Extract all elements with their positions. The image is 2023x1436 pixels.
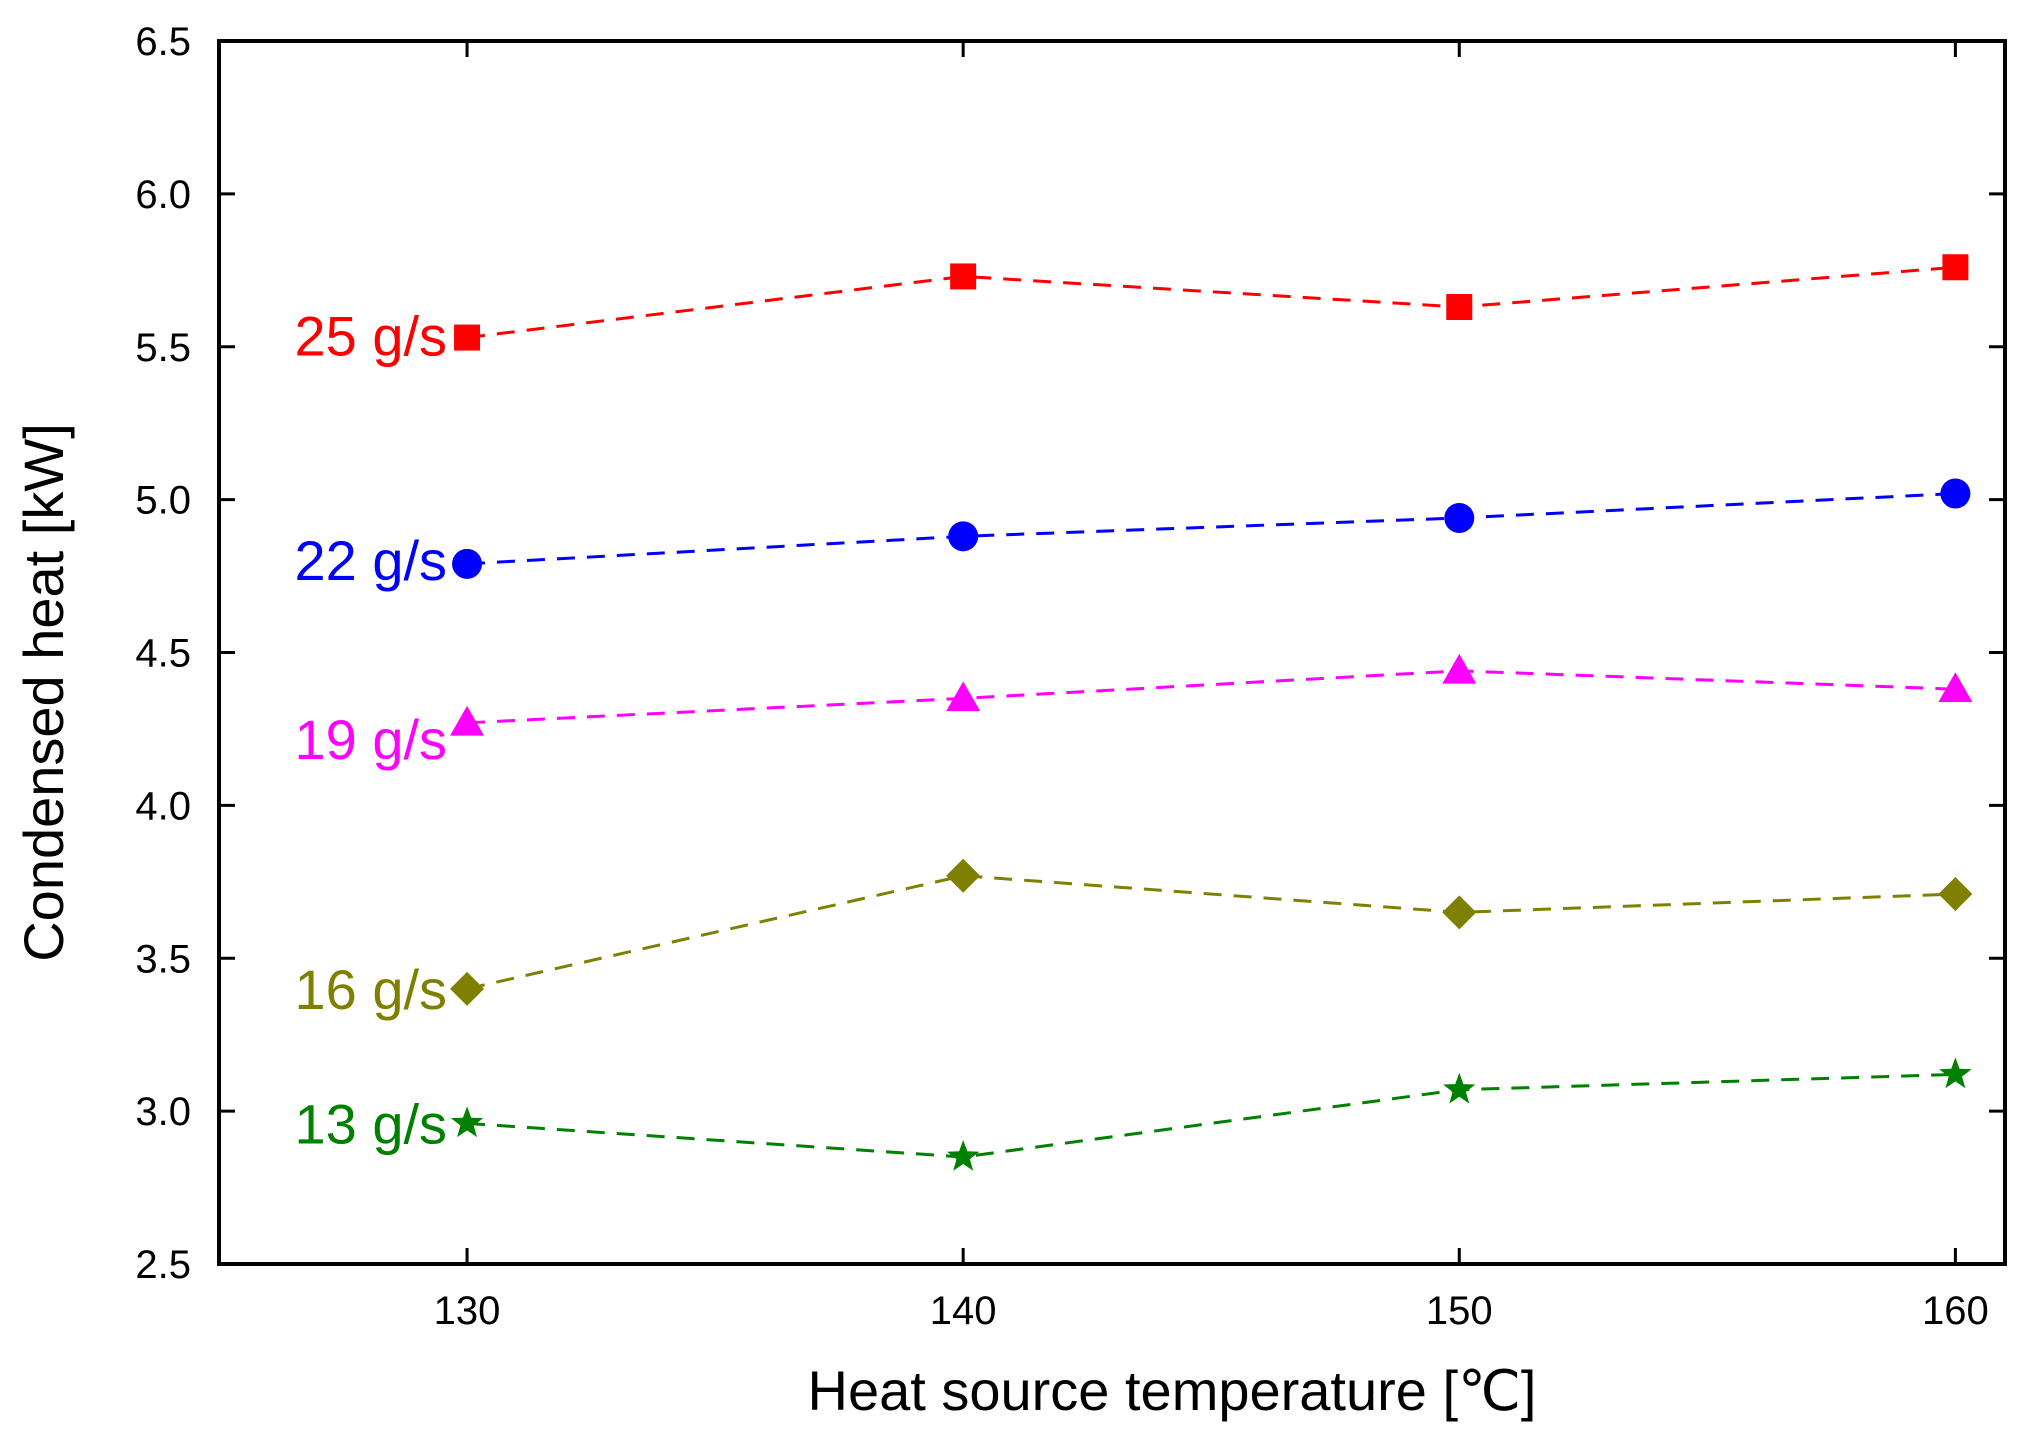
series-label: 22 g/s	[294, 529, 447, 592]
series-label: 25 g/s	[294, 305, 447, 368]
x-axis-title: Heat source temperature [℃]	[808, 1359, 1537, 1422]
circle-marker	[452, 548, 483, 579]
y-tick-label: 4.0	[135, 784, 191, 828]
diamond-marker	[450, 971, 485, 1006]
y-tick-label: 4.5	[135, 632, 191, 676]
x-tick-label: 140	[930, 1289, 997, 1333]
labels-layer: 25 g/s 22 g/s 19 g/s 16 g/s 13 g/s	[294, 305, 447, 1156]
y-tick-label: 2.5	[135, 1243, 191, 1287]
y-tick-label: 3.0	[135, 1090, 191, 1134]
x-tick-label: 130	[434, 1289, 501, 1333]
triangle-marker	[946, 681, 981, 712]
series-line	[466, 874, 1956, 991]
diamond-marker	[1938, 877, 1973, 912]
axes: 2.5 3.0 3.5 4.0 4.5 5.0 5.5 6.0 6.5 130 140 150 160	[135, 20, 2007, 1333]
x-tick-label: 160	[1922, 1289, 1989, 1333]
series-line	[466, 265, 1956, 340]
series-16-g-s	[450, 858, 1973, 1006]
square-marker	[454, 324, 481, 351]
y-tick-label: 5.5	[135, 326, 191, 370]
square-marker	[1446, 294, 1473, 321]
triangle-marker	[1442, 653, 1477, 684]
series-line	[466, 669, 1956, 725]
series-13-g-s	[450, 1057, 1972, 1171]
triangle-marker	[1938, 672, 1973, 702]
star-marker	[1443, 1072, 1476, 1104]
circle-marker	[1444, 502, 1475, 533]
diamond-marker	[1442, 895, 1477, 930]
series-label: 16 g/s	[294, 958, 447, 1021]
y-axis-title: Condensed heat [kW]	[12, 423, 75, 962]
series-layer	[450, 254, 1973, 1171]
square-marker	[950, 263, 977, 290]
diamond-marker	[946, 858, 981, 893]
circle-marker	[948, 521, 979, 552]
series-19-g-s	[450, 653, 1973, 736]
series-line	[466, 492, 1956, 566]
y-tick-label: 3.5	[135, 937, 191, 981]
series-label: 13 g/s	[294, 1092, 447, 1155]
circle-marker	[1940, 478, 1971, 509]
y-tick-label: 5.0	[135, 479, 191, 523]
y-tick-label: 6.5	[135, 20, 191, 64]
triangle-marker	[450, 705, 485, 736]
series-label: 19 g/s	[294, 708, 447, 771]
star-marker	[450, 1106, 484, 1138]
x-tick-label: 150	[1426, 1289, 1493, 1333]
star-marker	[947, 1140, 980, 1171]
star-marker	[1939, 1057, 1972, 1089]
series-22-g-s	[452, 478, 1971, 579]
square-marker	[1942, 254, 1969, 281]
y-tick-label: 6.0	[135, 173, 191, 217]
series-25-g-s	[454, 254, 1969, 351]
series-line	[466, 1072, 1956, 1159]
